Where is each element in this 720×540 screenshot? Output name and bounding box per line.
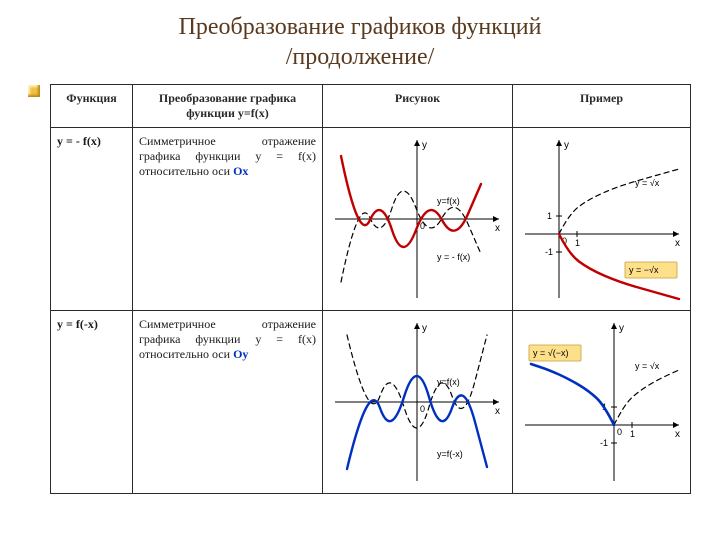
svg-text:x: x bbox=[675, 429, 680, 440]
svg-text:x: x bbox=[495, 223, 500, 234]
svg-text:y = - f(x): y = - f(x) bbox=[437, 252, 470, 262]
desc-text: Симметричное отражение графика функции y… bbox=[139, 134, 316, 178]
figure-cell: x y 0 y=f(x) y = - f(x) bbox=[323, 128, 513, 311]
svg-text:1: 1 bbox=[575, 238, 580, 248]
table-row: y = f(-x) Симметричное отражение графика… bbox=[51, 311, 691, 494]
svg-text:y=f(-x): y=f(-x) bbox=[437, 449, 463, 459]
example-plot: xy011-1y = √xy = √(−x) bbox=[519, 317, 685, 487]
svg-text:y = √x: y = √x bbox=[635, 361, 660, 371]
page-title: Преобразование графиков функций /продолж… bbox=[30, 12, 690, 72]
figure-plot: x y 0 y=f(x) y = - f(x) bbox=[329, 134, 505, 304]
fn-cell: y = f(-x) bbox=[51, 311, 133, 494]
transform-table: Функция Преобразование графика функции y… bbox=[50, 84, 691, 494]
desc-cell: Симметричное отражение графика функции y… bbox=[133, 311, 323, 494]
svg-text:x: x bbox=[495, 406, 500, 417]
svg-text:y = √x: y = √x bbox=[635, 178, 660, 188]
svg-text:0: 0 bbox=[420, 404, 425, 414]
title-line2: /продолжение/ bbox=[286, 44, 435, 70]
example-cell: xy011-1y = √xy = −√x bbox=[513, 128, 691, 311]
desc-text: Симметричное отражение графика функции y… bbox=[139, 317, 316, 361]
svg-text:0: 0 bbox=[420, 221, 425, 231]
svg-text:1: 1 bbox=[547, 211, 552, 221]
svg-text:y: y bbox=[422, 140, 427, 151]
axis-accent: Oy bbox=[233, 347, 248, 361]
figure-cell: x y 0 y=f(x) y=f(-x) bbox=[323, 311, 513, 494]
example-plot: xy011-1y = √xy = −√x bbox=[519, 134, 685, 304]
table-header-row: Функция Преобразование графика функции y… bbox=[51, 85, 691, 128]
example-cell: xy011-1y = √xy = √(−x) bbox=[513, 311, 691, 494]
svg-text:y = −√x: y = −√x bbox=[629, 265, 659, 275]
svg-text:y = √(−x): y = √(−x) bbox=[533, 348, 568, 358]
th-figure: Рисунок bbox=[323, 85, 513, 128]
svg-text:-1: -1 bbox=[545, 247, 553, 257]
th-transform: Преобразование графика функции y=f(x) bbox=[133, 85, 323, 128]
svg-text:y: y bbox=[422, 323, 427, 334]
svg-text:y: y bbox=[564, 140, 569, 151]
svg-text:1: 1 bbox=[630, 429, 635, 439]
svg-text:y=f(x): y=f(x) bbox=[437, 196, 460, 206]
axis-accent: Ox bbox=[233, 164, 248, 178]
svg-text:y: y bbox=[619, 323, 624, 334]
th-function: Функция bbox=[51, 85, 133, 128]
svg-text:y=f(x): y=f(x) bbox=[437, 377, 460, 387]
table-row: y = - f(x) Симметричное отражение график… bbox=[51, 128, 691, 311]
svg-text:x: x bbox=[675, 238, 680, 249]
th-example: Пример bbox=[513, 85, 691, 128]
fn-cell: y = - f(x) bbox=[51, 128, 133, 311]
svg-text:0: 0 bbox=[617, 427, 622, 437]
figure-plot: x y 0 y=f(x) y=f(-x) bbox=[329, 317, 505, 487]
desc-cell: Симметричное отражение графика функции y… bbox=[133, 128, 323, 311]
title-line1: Преобразование графиков функций bbox=[179, 14, 542, 40]
decorative-bullet-icon bbox=[28, 85, 40, 97]
svg-text:-1: -1 bbox=[600, 438, 608, 448]
